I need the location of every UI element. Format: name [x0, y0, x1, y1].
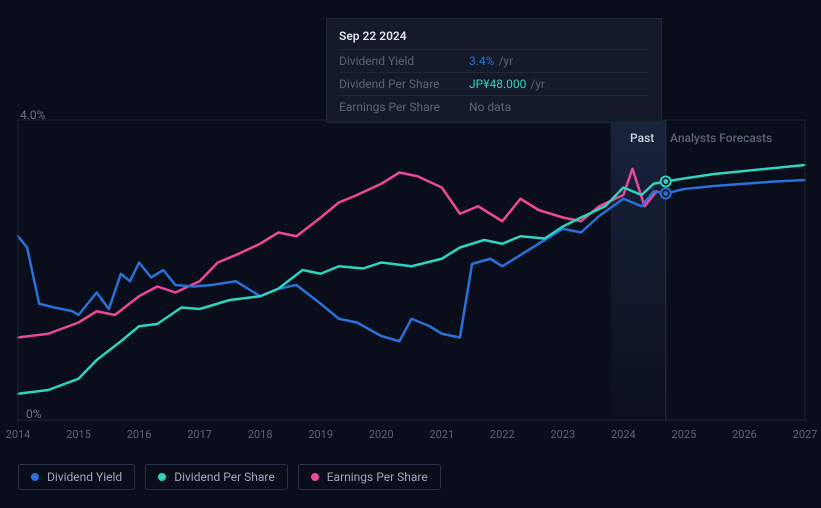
x-axis-tick: 2018 [248, 428, 273, 441]
legend: Dividend Yield Dividend Per Share Earnin… [18, 464, 441, 490]
dividend-chart: Sep 22 2024 Dividend Yield3.4%/yrDividen… [0, 0, 821, 508]
x-axis-tick: 2023 [550, 428, 575, 441]
x-axis-tick: 2015 [66, 428, 91, 441]
x-axis-tick: 2027 [793, 428, 818, 441]
tooltip-date: Sep 22 2024 [339, 29, 649, 43]
x-axis-tick: 2022 [490, 428, 515, 441]
tooltip-row: Earnings Per ShareNo data [339, 95, 649, 118]
tooltip-row: Dividend Yield3.4% /yr [339, 49, 649, 72]
legend-dividend-per-share[interactable]: Dividend Per Share [145, 464, 288, 490]
tooltip-row-label: Dividend Yield [339, 54, 469, 68]
x-axis-tick: 2019 [308, 428, 333, 441]
x-axis-tick: 2014 [6, 428, 31, 441]
x-axis-tick: 2021 [429, 428, 454, 441]
legend-dot-dividend-per-share [158, 473, 166, 481]
legend-label: Earnings Per Share [327, 470, 428, 484]
x-axis-tick: 2020 [369, 428, 394, 441]
legend-dot-dividend-yield [31, 473, 39, 481]
tooltip-row-unit: No data [469, 100, 511, 114]
legend-dot-earnings-per-share [311, 473, 319, 481]
tooltip-row-value: JP¥48.000 [469, 77, 526, 91]
tooltip-row-label: Dividend Per Share [339, 77, 469, 91]
tooltip-row-unit: /yr [530, 77, 545, 91]
y-axis-min-label: 0% [26, 407, 42, 421]
tooltip-row: Dividend Per ShareJP¥48.000/yr [339, 72, 649, 95]
tooltip-row-label: Earnings Per Share [339, 100, 469, 114]
legend-earnings-per-share[interactable]: Earnings Per Share [298, 464, 441, 490]
x-axis-tick: 2024 [611, 428, 636, 441]
legend-label: Dividend Per Share [174, 470, 275, 484]
x-axis-tick: 2026 [732, 428, 757, 441]
tooltip-row-value: 3.4% [469, 54, 494, 68]
x-axis-tick: 2017 [187, 428, 212, 441]
past-label: Past [630, 131, 654, 145]
tooltip-row-unit: /yr [498, 54, 513, 68]
x-axis-tick: 2016 [127, 428, 152, 441]
x-axis-tick: 2025 [672, 428, 697, 441]
legend-label: Dividend Yield [47, 470, 122, 484]
y-axis-max-label: 4.0% [20, 108, 45, 122]
forecast-label: Analysts Forecasts [670, 131, 772, 145]
hover-tooltip: Sep 22 2024 Dividend Yield3.4%/yrDividen… [326, 18, 662, 123]
legend-dividend-yield[interactable]: Dividend Yield [18, 464, 135, 490]
